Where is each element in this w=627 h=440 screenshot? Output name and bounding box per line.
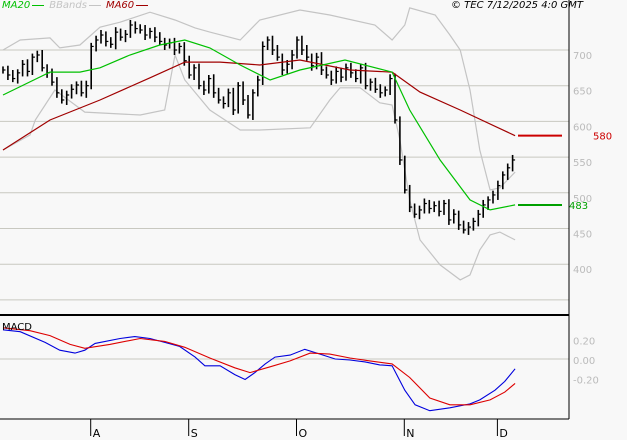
y-tick-label: 450 [573,230,592,241]
legend-bbands: BBands [49,0,87,11]
ma20-line [2,39,516,211]
month-tick-label: D [499,427,507,440]
bband-lower-line [2,52,516,281]
y-tick-label: 550 [573,158,592,169]
macd-signal-line [2,327,516,406]
y-tick-label: 500 [573,194,592,205]
month-tick-label: A [93,427,101,440]
macd-title: MACD [2,322,32,333]
bband-upper-line [2,7,516,191]
last-value-label: 483 [569,201,588,212]
ma60-line [2,59,516,151]
y-tick-label: 700 [573,51,592,62]
legend-ma20-swatch [32,4,45,6]
copyright: © TEC 7/12/2025 4:0 GMT [451,0,583,11]
legend-ma60: MA60 [105,0,135,11]
macd-y-tick-label: -0.20 [573,376,599,387]
macd-y-tick-label: 0.20 [573,337,595,348]
macd-y-tick-label: 0.00 [573,356,595,367]
last-value-label: 580 [593,132,612,143]
month-tick-label: O [299,427,308,440]
legend: MA20 BBands MA60 [2,0,149,11]
legend-ma20: MA20 [2,0,31,11]
month-tick-label: N [406,427,414,440]
legend-bbands-swatch [88,4,101,6]
macd-line [2,329,516,412]
legend-ma60-swatch [136,4,149,6]
y-tick-label: 650 [573,87,592,98]
y-tick-label: 400 [573,265,592,276]
month-tick-label: S [191,427,198,440]
y-tick-label: 600 [573,122,592,133]
